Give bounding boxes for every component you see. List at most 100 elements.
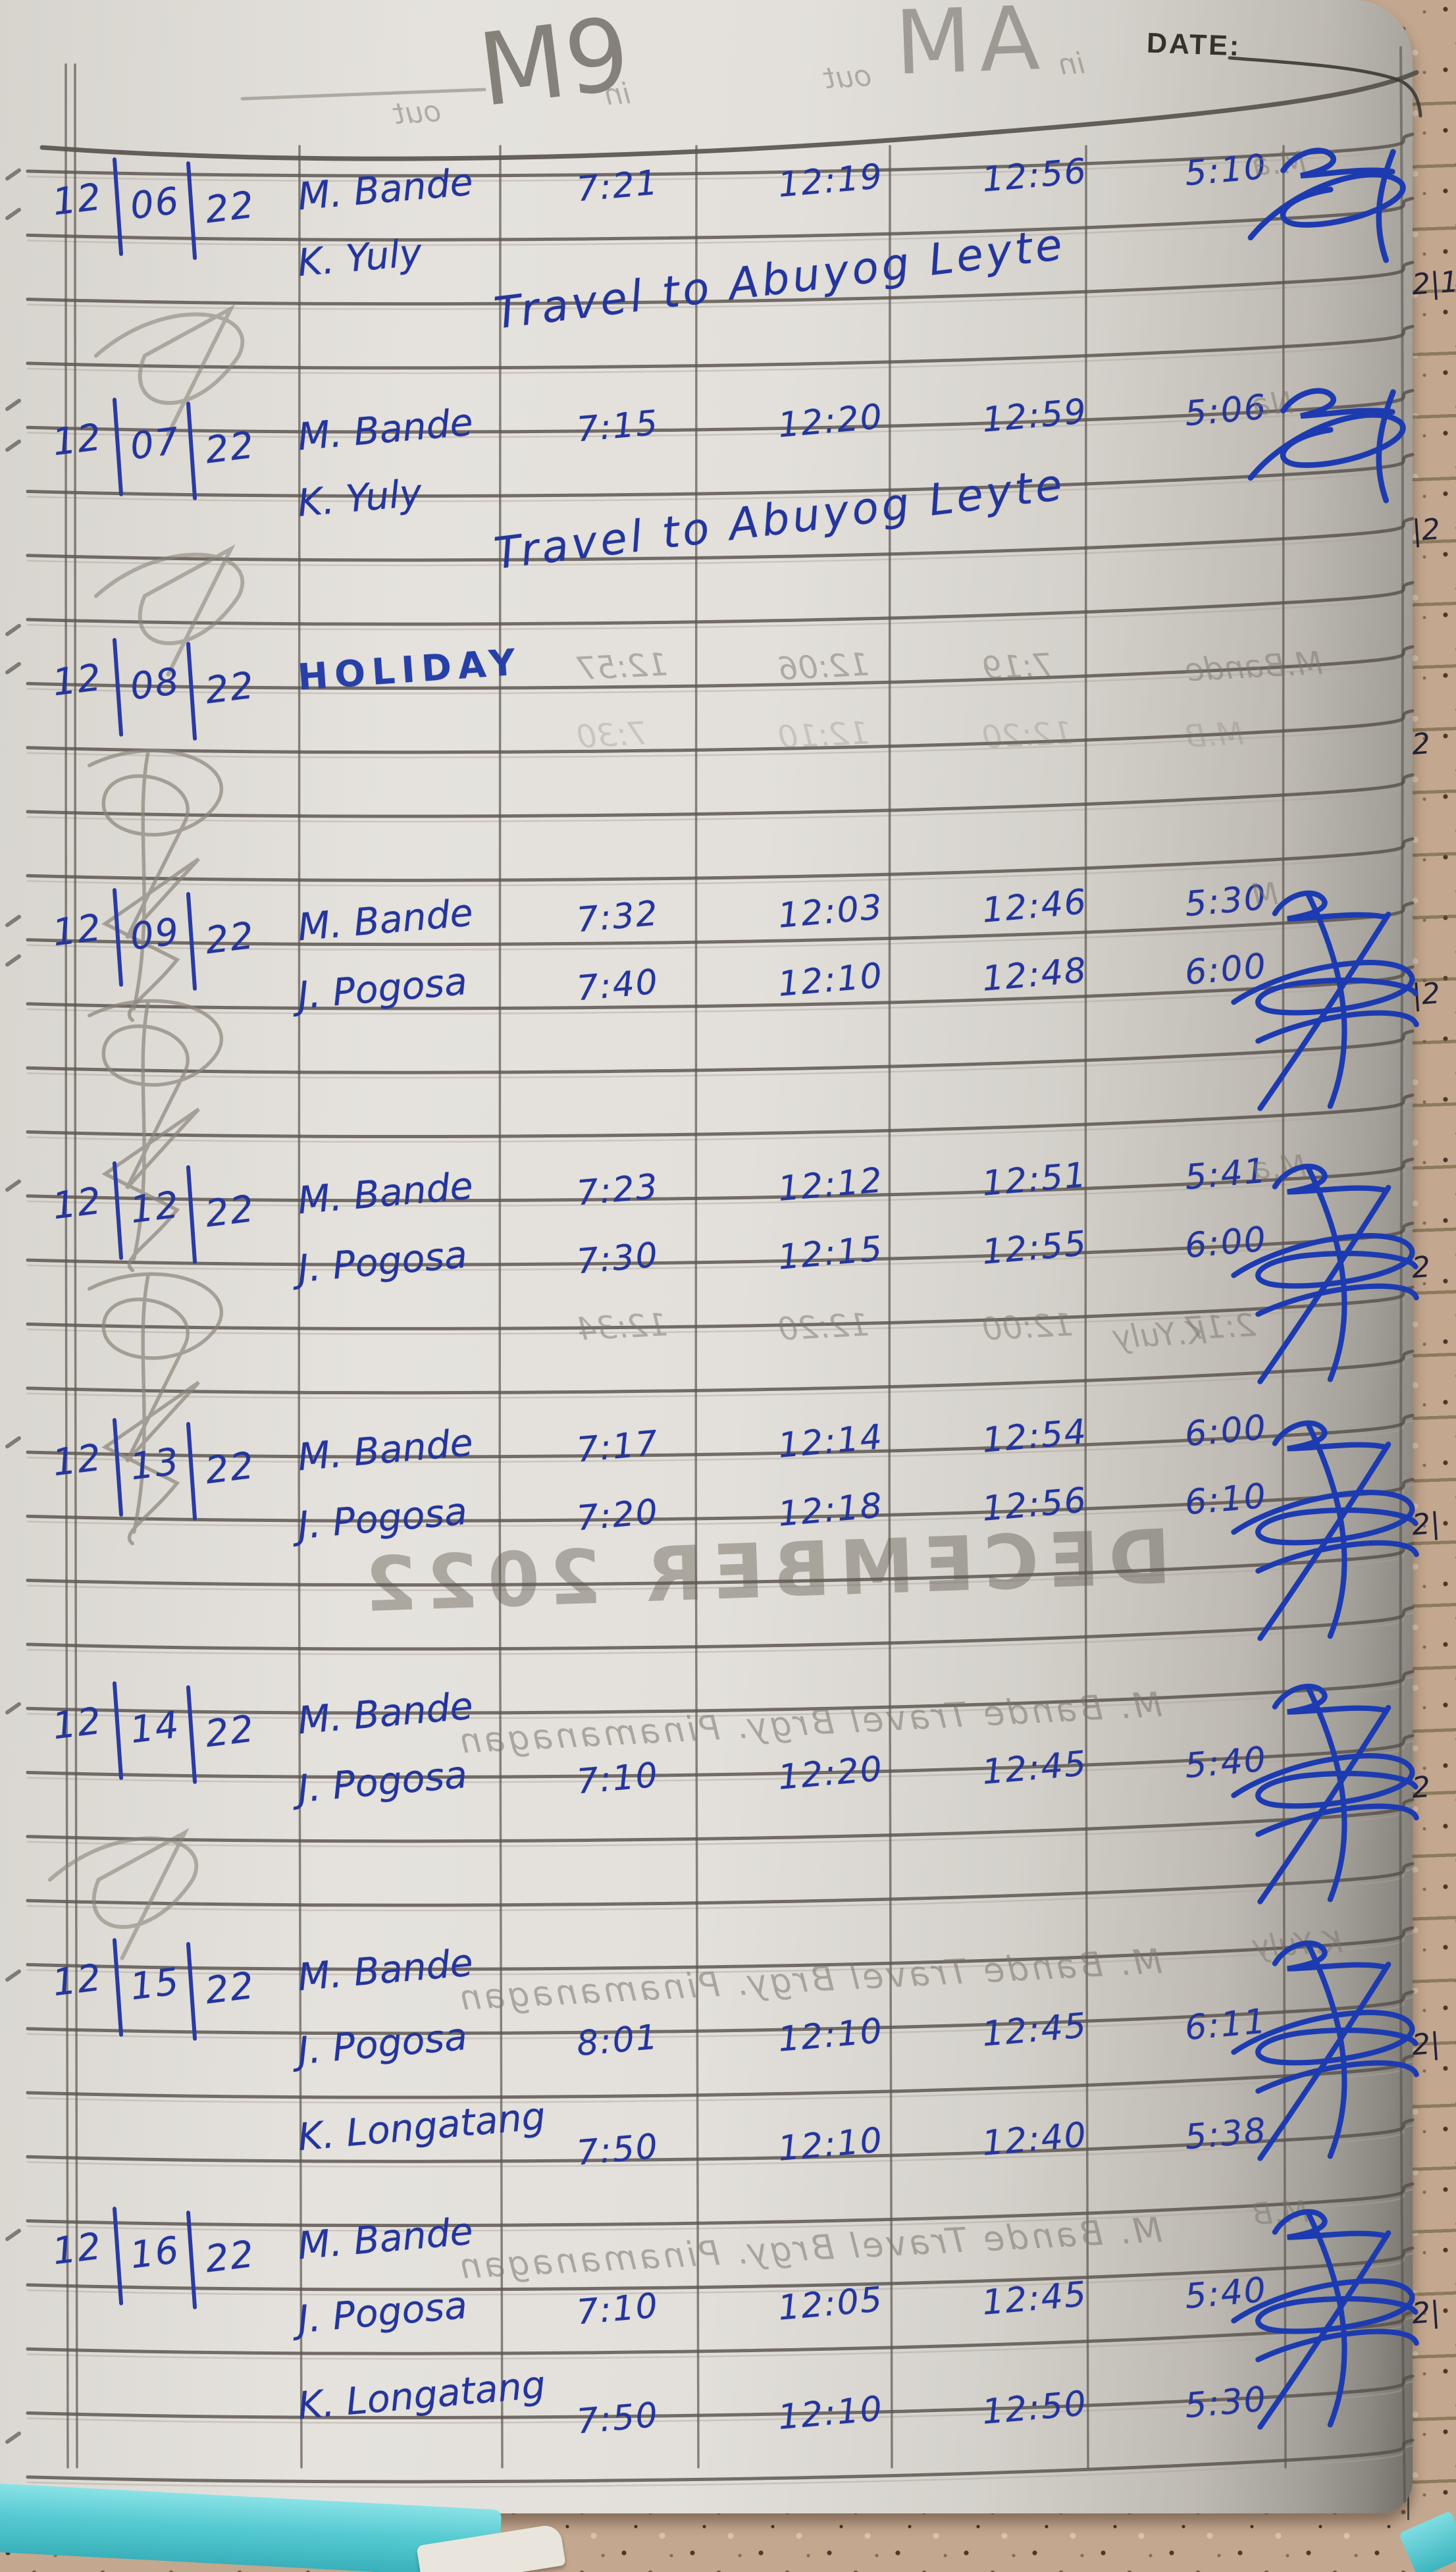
date-day: 09 — [128, 910, 182, 959]
notebook-page: M9 MA DATE: out in out in 12 06 22 M. Bande… — [0, 0, 1413, 2513]
date-day: 13 — [128, 1440, 182, 1489]
time-entry: 12:54 — [980, 1412, 1089, 1461]
bleedthrough-time: 7:19 — [981, 646, 1054, 687]
time-entry: 7:10 — [575, 1755, 661, 1802]
worker-name: J. Pogosa — [296, 1232, 469, 1292]
date-divider — [112, 157, 124, 257]
date-month: 12 — [50, 1179, 105, 1228]
signature-scribble — [1205, 1923, 1437, 2166]
signature-scribble — [1205, 1146, 1437, 1390]
date-divider — [186, 2210, 197, 2310]
time-entry: 12:45 — [980, 2006, 1089, 2055]
time-entry: 12:45 — [980, 1744, 1089, 1793]
time-entry: 12:19 — [776, 157, 885, 205]
travel-note: Travel to Abuyog Leyte — [491, 219, 1068, 339]
time-entry: 12:15 — [776, 1229, 885, 1278]
date-month: 12 — [50, 415, 105, 465]
time-entry: 12:10 — [776, 2011, 885, 2060]
signature-scribble — [1205, 2191, 1437, 2435]
time-entry: 12:20 — [776, 397, 885, 446]
worker-name: K. Yuly — [296, 230, 424, 286]
date-day: 12 — [128, 1183, 182, 1232]
bleedthrough-time: 12:57 — [575, 646, 669, 688]
time-entry: 12:12 — [776, 1161, 885, 1209]
time-entry: 7:40 — [575, 962, 661, 1009]
date-year: 22 — [203, 183, 257, 232]
signature-scribble — [1205, 873, 1437, 1116]
date-year: 22 — [203, 1444, 257, 1493]
worker-name: K. Longatang — [296, 2363, 548, 2428]
time-entry: 12:05 — [776, 2280, 885, 2328]
worker-name: M. Bande — [296, 1421, 475, 1480]
pencil-scribble — [26, 1784, 230, 1972]
date-year: 22 — [203, 423, 257, 473]
date-day: 07 — [128, 419, 182, 469]
bleedthrough-time: M.Bande — [1183, 644, 1324, 689]
worker-name: K. Longatang — [296, 2094, 548, 2160]
date-year: 22 — [203, 664, 257, 713]
date-year: 22 — [203, 914, 257, 963]
bleedthrough-time: 12:00 — [981, 1306, 1074, 1348]
pencil-scribble — [46, 971, 276, 1280]
time-entry: 7:21 — [575, 163, 661, 210]
time-entry: 12:59 — [980, 392, 1089, 440]
bleedthrough-note: M. Bande Travel Brgy. Pinamanagan — [456, 1941, 1164, 2019]
date-month: 12 — [50, 656, 105, 705]
signature-scribble — [1205, 1403, 1437, 1646]
time-entry: 12:45 — [980, 2274, 1089, 2323]
date-day: 16 — [128, 2228, 182, 2278]
time-entry: 12:51 — [980, 1155, 1089, 1204]
time-entry: 12:56 — [980, 151, 1089, 200]
worker-name: M. Bande — [296, 891, 475, 950]
pencil-scribble — [46, 1244, 276, 1554]
time-entry: 7:50 — [575, 2126, 661, 2174]
time-entry: 12:10 — [776, 2389, 885, 2438]
date-divider — [112, 2206, 124, 2306]
date-month: 12 — [50, 1699, 105, 1748]
time-entry: 7:30 — [575, 1235, 661, 1282]
bleedthrough-time: 12:20 — [777, 1306, 870, 1348]
date-divider — [112, 1681, 124, 1781]
time-entry: 12:46 — [980, 882, 1089, 931]
worker-name: M. Bande — [296, 160, 475, 219]
time-entry: 7:10 — [575, 2286, 661, 2333]
time-entry: 12:10 — [776, 956, 885, 1005]
bleedthrough-note: M. Bande Travel Brgy. Pinamanagan — [456, 1685, 1164, 1762]
bleedthrough-time: 7:30 — [575, 715, 649, 756]
date-month: 12 — [50, 906, 105, 955]
time-entry: 12:40 — [980, 2115, 1089, 2164]
date-day: 14 — [128, 1703, 182, 1752]
bleedthrough-month-stamp: DECEMBER 2022 — [354, 1513, 1172, 1629]
worker-name: K. Yuly — [296, 471, 424, 526]
bleedthrough-time: 12:34 — [575, 1306, 669, 1348]
date-day: 06 — [128, 179, 182, 228]
worker-name: J. Pogosa — [296, 2283, 469, 2342]
time-entry: 7:17 — [575, 1423, 661, 1471]
time-entry: 7:50 — [575, 2395, 661, 2442]
date-month: 12 — [50, 175, 105, 224]
time-entry: 12:20 — [776, 1749, 885, 1798]
time-entry: 7:15 — [575, 403, 661, 450]
signature-scribble — [1205, 1666, 1437, 1910]
time-entry: 7:32 — [575, 893, 661, 941]
bleedthrough-note: M. Bande Travel Brgy. Pinamanagan — [456, 2210, 1164, 2288]
time-entry: 12:50 — [980, 2384, 1089, 2432]
time-entry: 8:01 — [575, 2017, 661, 2064]
date-day: 15 — [128, 1960, 182, 2009]
time-entry: 7:23 — [575, 1167, 661, 1214]
signature-scribble — [1224, 368, 1436, 529]
date-divider — [186, 161, 197, 261]
time-entry: 12:14 — [776, 1417, 885, 1466]
worker-name: J. Pogosa — [296, 1752, 469, 1812]
worker-name: J. Pogosa — [296, 959, 469, 1018]
date-month: 12 — [50, 1956, 105, 2005]
bleedthrough-time: 12:20 — [981, 714, 1074, 756]
travel-note: Travel to Abuyog Leyte — [491, 459, 1068, 579]
time-entry: 12:10 — [776, 2120, 885, 2169]
date-month: 12 — [50, 1436, 105, 1485]
worker-name: J. Pogosa — [296, 2014, 469, 2074]
time-entry: 12:48 — [980, 951, 1089, 999]
bleedthrough-time: 12:06 — [777, 646, 870, 688]
